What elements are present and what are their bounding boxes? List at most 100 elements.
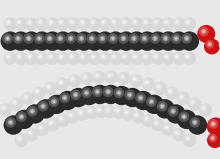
Circle shape (5, 18, 12, 26)
Circle shape (162, 123, 175, 136)
Circle shape (43, 31, 62, 51)
Circle shape (150, 33, 160, 44)
Circle shape (142, 18, 149, 26)
Circle shape (159, 31, 178, 51)
Circle shape (154, 82, 167, 95)
Circle shape (121, 35, 126, 41)
Circle shape (49, 55, 53, 59)
Circle shape (121, 53, 128, 60)
Circle shape (89, 110, 91, 112)
Circle shape (128, 93, 131, 96)
Circle shape (108, 33, 118, 44)
Circle shape (18, 55, 20, 57)
Circle shape (5, 35, 10, 41)
Circle shape (28, 20, 31, 24)
Circle shape (17, 55, 21, 59)
Circle shape (60, 21, 62, 23)
Circle shape (97, 33, 108, 44)
Circle shape (2, 107, 4, 109)
Circle shape (67, 111, 74, 119)
Circle shape (13, 100, 16, 104)
Circle shape (65, 33, 76, 44)
Circle shape (114, 87, 124, 98)
Circle shape (162, 17, 175, 31)
Circle shape (123, 88, 142, 107)
Circle shape (97, 108, 101, 112)
Circle shape (36, 35, 42, 41)
Circle shape (143, 20, 147, 24)
Circle shape (85, 106, 98, 119)
Circle shape (152, 18, 160, 26)
Circle shape (165, 127, 167, 128)
Circle shape (168, 106, 178, 117)
Circle shape (162, 52, 175, 65)
Circle shape (177, 92, 190, 105)
Circle shape (46, 52, 59, 65)
Circle shape (131, 53, 139, 60)
Circle shape (157, 101, 168, 111)
Circle shape (172, 17, 185, 31)
Circle shape (77, 17, 91, 31)
Circle shape (152, 35, 158, 41)
Circle shape (67, 52, 80, 65)
Circle shape (106, 108, 110, 112)
Circle shape (211, 137, 214, 139)
Circle shape (78, 35, 84, 41)
Circle shape (89, 35, 95, 41)
Circle shape (172, 52, 185, 65)
Circle shape (200, 104, 207, 112)
Circle shape (57, 115, 65, 122)
Circle shape (77, 109, 84, 116)
Circle shape (29, 108, 35, 114)
Circle shape (134, 21, 136, 23)
Circle shape (86, 107, 93, 114)
Circle shape (113, 21, 115, 23)
Circle shape (74, 93, 77, 96)
Circle shape (116, 110, 118, 112)
Circle shape (101, 85, 121, 104)
Circle shape (126, 111, 128, 113)
Circle shape (56, 114, 70, 127)
Circle shape (184, 53, 191, 60)
Circle shape (144, 117, 148, 121)
Circle shape (188, 115, 207, 135)
Circle shape (47, 18, 54, 26)
Circle shape (80, 72, 93, 85)
Circle shape (28, 55, 30, 57)
Circle shape (182, 115, 185, 118)
Circle shape (59, 81, 61, 83)
Circle shape (141, 17, 154, 31)
Circle shape (160, 33, 171, 44)
Circle shape (169, 31, 189, 51)
Circle shape (83, 75, 87, 79)
Circle shape (15, 35, 21, 41)
Circle shape (40, 103, 46, 109)
Circle shape (34, 33, 44, 44)
Circle shape (183, 134, 196, 147)
Circle shape (13, 33, 23, 44)
Circle shape (78, 111, 82, 114)
Circle shape (101, 20, 105, 24)
Circle shape (7, 21, 9, 23)
Circle shape (15, 53, 23, 60)
Circle shape (4, 52, 17, 65)
Circle shape (49, 96, 59, 107)
Circle shape (169, 90, 171, 92)
Circle shape (69, 75, 76, 83)
Circle shape (47, 35, 53, 41)
Circle shape (2, 33, 13, 44)
Circle shape (187, 55, 189, 57)
Circle shape (171, 33, 181, 44)
Circle shape (166, 104, 185, 124)
Circle shape (22, 31, 41, 51)
Circle shape (11, 31, 31, 51)
Circle shape (96, 74, 98, 76)
Circle shape (163, 53, 170, 60)
Circle shape (91, 20, 95, 24)
Circle shape (68, 74, 81, 87)
Circle shape (95, 106, 103, 113)
Circle shape (38, 37, 40, 40)
Circle shape (107, 109, 109, 111)
Circle shape (28, 21, 30, 23)
Circle shape (47, 53, 54, 60)
